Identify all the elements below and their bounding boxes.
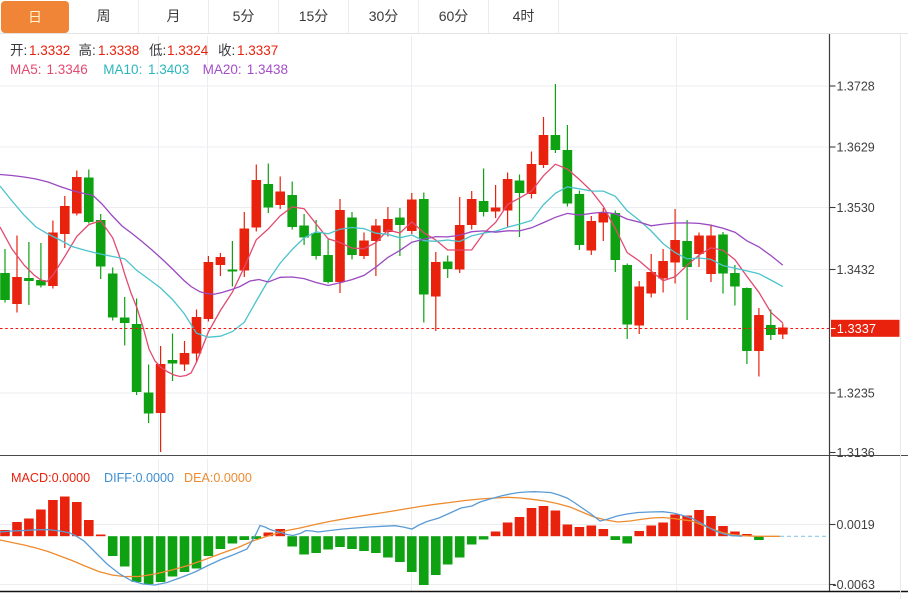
svg-text:1.3432: 1.3432 xyxy=(837,263,875,277)
svg-text:1.3530: 1.3530 xyxy=(837,201,875,215)
svg-text:1.3136: 1.3136 xyxy=(837,446,875,460)
svg-text:0.0019: 0.0019 xyxy=(837,518,875,532)
svg-text:1.3728: 1.3728 xyxy=(837,79,875,93)
svg-text:1.3629: 1.3629 xyxy=(837,140,875,154)
svg-text:1.3235: 1.3235 xyxy=(837,386,875,400)
svg-text:-0.0063: -0.0063 xyxy=(833,578,875,592)
svg-text:1.3337: 1.3337 xyxy=(837,321,876,336)
